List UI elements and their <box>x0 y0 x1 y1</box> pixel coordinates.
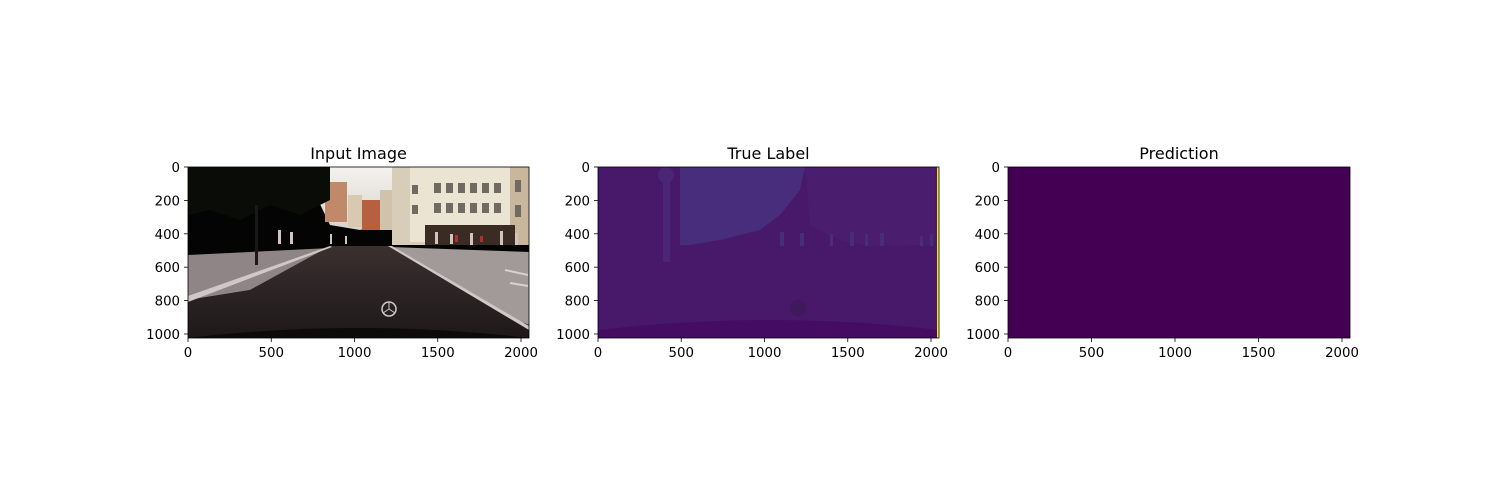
y-tick-label: 400 <box>975 228 1000 243</box>
x-tick-label: 1000 <box>338 346 372 361</box>
x-tick-label: 2000 <box>504 346 538 361</box>
x-tick-label: 0 <box>1004 346 1012 361</box>
y-tick-label: 0 <box>992 161 1000 176</box>
x-tick-label: 500 <box>1079 346 1104 361</box>
x-tick-label: 2000 <box>1325 346 1359 361</box>
y-tick-label: 800 <box>155 295 180 310</box>
y-tick-label: 200 <box>565 194 590 209</box>
x-tick-label: 0 <box>594 346 602 361</box>
y-tick-label: 200 <box>155 194 180 209</box>
x-tick-label: 500 <box>259 346 284 361</box>
panel-true-label <box>598 167 939 338</box>
y-tick-label: 600 <box>565 261 590 276</box>
axes-frame <box>187 166 530 339</box>
prediction-raster <box>1008 167 1350 338</box>
true-label-raster <box>598 167 939 338</box>
panel-input-image <box>188 167 529 338</box>
axes-3: 0 500 1000 1500 2000 0 200 400 600 800 1000 Predict… <box>966 144 1359 361</box>
panel-title: True Label <box>726 144 809 163</box>
panel-title: Input Image <box>310 144 407 163</box>
y-tick-label: 400 <box>155 228 180 243</box>
input-image-raster <box>188 167 529 338</box>
y-tick-label: 0 <box>172 161 180 176</box>
panel-title: Prediction <box>1139 144 1218 163</box>
y-tick-label: 0 <box>582 161 590 176</box>
axes-1: 0 500 1000 1500 2000 0 200 400 600 800 1000 Input I… <box>146 144 538 361</box>
y-tick-label: 600 <box>975 261 1000 276</box>
axes-frame <box>597 166 940 339</box>
x-tick-label: 0 <box>184 346 192 361</box>
axes-2: 0 500 1000 1500 2000 0 200 400 600 800 1000 True La… <box>556 144 948 361</box>
x-tick-label: 1500 <box>831 346 865 361</box>
y-tick-label: 800 <box>975 295 1000 310</box>
y-tick-label: 1000 <box>146 328 180 343</box>
x-tick-label: 2000 <box>914 346 948 361</box>
y-tick-label: 400 <box>565 228 590 243</box>
y-tick-label: 1000 <box>556 328 590 343</box>
y-tick-label: 200 <box>975 194 1000 209</box>
x-tick-label: 1000 <box>1158 346 1192 361</box>
axes-frame <box>1007 166 1351 339</box>
y-tick-label: 1000 <box>966 328 1000 343</box>
x-tick-label: 1000 <box>748 346 782 361</box>
x-tick-label: 1500 <box>1242 346 1276 361</box>
y-tick-label: 600 <box>155 261 180 276</box>
x-tick-label: 1500 <box>421 346 455 361</box>
panel-prediction <box>1008 167 1350 338</box>
x-tick-label: 500 <box>669 346 694 361</box>
y-tick-label: 800 <box>565 295 590 310</box>
